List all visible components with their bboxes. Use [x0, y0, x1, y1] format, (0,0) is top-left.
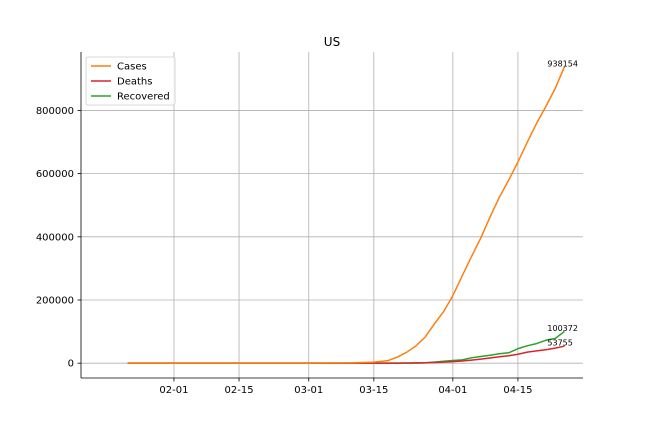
x-tick-label: 03-15 — [359, 385, 388, 396]
chart-title: US — [324, 35, 340, 49]
legend-label-deaths: Deaths — [117, 77, 152, 88]
x-tick-label: 04-15 — [503, 385, 532, 396]
legend-label-cases: Cases — [117, 62, 147, 73]
ticks: 02-01 02-15 03-01 03-15 04-01 04-15 0 200000 400… — [36, 106, 533, 396]
y-tick-label: 800000 — [36, 106, 74, 117]
annotations: 938154 100372 53755 — [547, 59, 578, 347]
series-line-cases — [127, 66, 566, 364]
series-line-recovered — [127, 330, 565, 364]
x-tick-label: 03-01 — [294, 385, 323, 396]
annotation-recovered: 100372 — [547, 324, 578, 333]
legend: Cases Deaths Recovered — [85, 56, 176, 106]
y-tick-label: 400000 — [36, 232, 74, 243]
y-tick-label: 0 — [68, 359, 74, 370]
x-tick-label: 02-01 — [159, 385, 188, 396]
legend-box — [85, 56, 176, 106]
x-tick-label: 02-15 — [225, 385, 254, 396]
legend-label-recovered: Recovered — [117, 92, 170, 103]
annotation-cases: 938154 — [547, 59, 578, 68]
y-tick-label: 600000 — [36, 169, 74, 180]
annotation-deaths: 53755 — [547, 339, 572, 348]
x-tick-label: 04-01 — [438, 385, 467, 396]
series-lines — [127, 66, 566, 364]
series-line-deaths — [127, 345, 565, 364]
axes — [80, 52, 583, 379]
y-tick-label: 200000 — [36, 295, 74, 306]
